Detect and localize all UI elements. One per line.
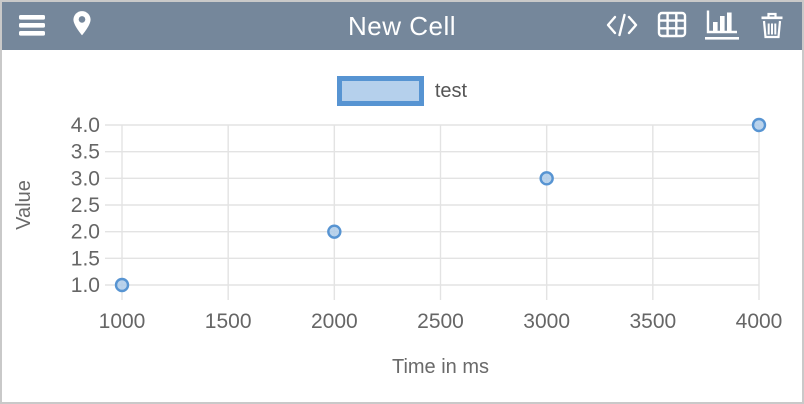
- header-right-icons: [604, 6, 790, 46]
- y-tick-label: 1.0: [71, 274, 100, 297]
- x-tick-label: 3000: [523, 310, 570, 333]
- y-tick-label: 4.0: [71, 114, 100, 137]
- menu-button[interactable]: [14, 6, 50, 46]
- table-view-button[interactable]: [654, 6, 690, 46]
- legend-swatch: [336, 76, 424, 106]
- y-tick-label: 2.5: [71, 194, 100, 217]
- y-tick-label: 1.5: [71, 247, 100, 270]
- x-axis-title: Time in ms: [392, 356, 489, 378]
- x-tick-label: 4000: [736, 310, 783, 333]
- x-tick-label: 3500: [629, 310, 676, 333]
- active-view-underline: [705, 36, 739, 40]
- data-point[interactable]: [751, 117, 767, 133]
- location-pin-icon: [69, 10, 95, 43]
- x-tick-label: 2000: [311, 310, 358, 333]
- cell-header: New Cell: [2, 2, 802, 50]
- header-left-icons: [14, 6, 100, 46]
- hamburger-menu-icon: [18, 12, 46, 41]
- code-icon: [606, 12, 638, 41]
- code-view-button[interactable]: [604, 6, 640, 46]
- x-tick-label: 1500: [205, 310, 252, 333]
- x-tick-label: 2500: [417, 310, 464, 333]
- y-tick-label: 2.0: [71, 221, 100, 244]
- x-tick-label: 1000: [99, 310, 146, 333]
- data-point[interactable]: [539, 171, 554, 186]
- trash-icon: [759, 11, 785, 42]
- chart-legend[interactable]: test: [2, 76, 802, 106]
- bar-chart-icon: [705, 9, 739, 44]
- y-axis-title: Value: [13, 180, 35, 230]
- table-icon: [657, 11, 687, 41]
- scatter-chart: 1.0 1.5 2.0 2.5 3.0 3.5 4.0 1000 1500 2000 2500 300…: [13, 114, 783, 378]
- delete-button[interactable]: [754, 6, 790, 46]
- y-tick-label: 3.0: [71, 167, 100, 190]
- chart-panel: 1.0 1.5 2.0 2.5 3.0 3.5 4.0 1000 1500 2000 2500 300…: [2, 50, 802, 402]
- chart-view-button[interactable]: [704, 6, 740, 46]
- data-point[interactable]: [327, 224, 342, 239]
- legend-series-label: test: [434, 79, 468, 102]
- y-tick-label: 3.5: [71, 141, 100, 164]
- data-point[interactable]: [114, 277, 130, 293]
- location-button[interactable]: [64, 6, 100, 46]
